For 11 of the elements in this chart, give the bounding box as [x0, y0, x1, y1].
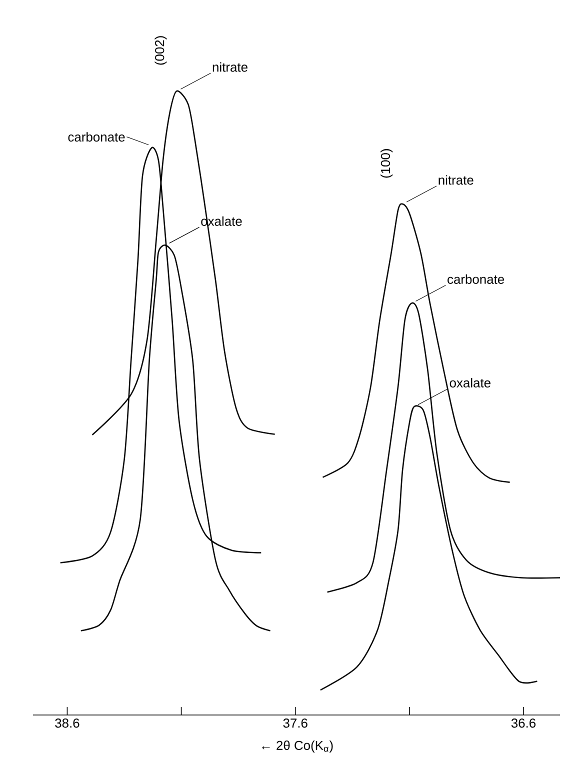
x-axis-title: ← 2θ Co(K$_{α}$)	[262, 740, 333, 753]
legend-label: carbonate	[68, 132, 125, 142]
text: nitrate	[212, 62, 248, 72]
x-tick-label: 38.6	[55, 718, 80, 728]
text: nitrate	[438, 175, 474, 185]
text: oxalate	[450, 378, 490, 388]
x-tick-label: 36.6	[511, 718, 536, 728]
annotation: (100)	[380, 149, 393, 178]
text: (002)	[154, 36, 167, 65]
text: carbonate	[448, 274, 504, 284]
x-tick-label: 37.6	[283, 718, 308, 728]
